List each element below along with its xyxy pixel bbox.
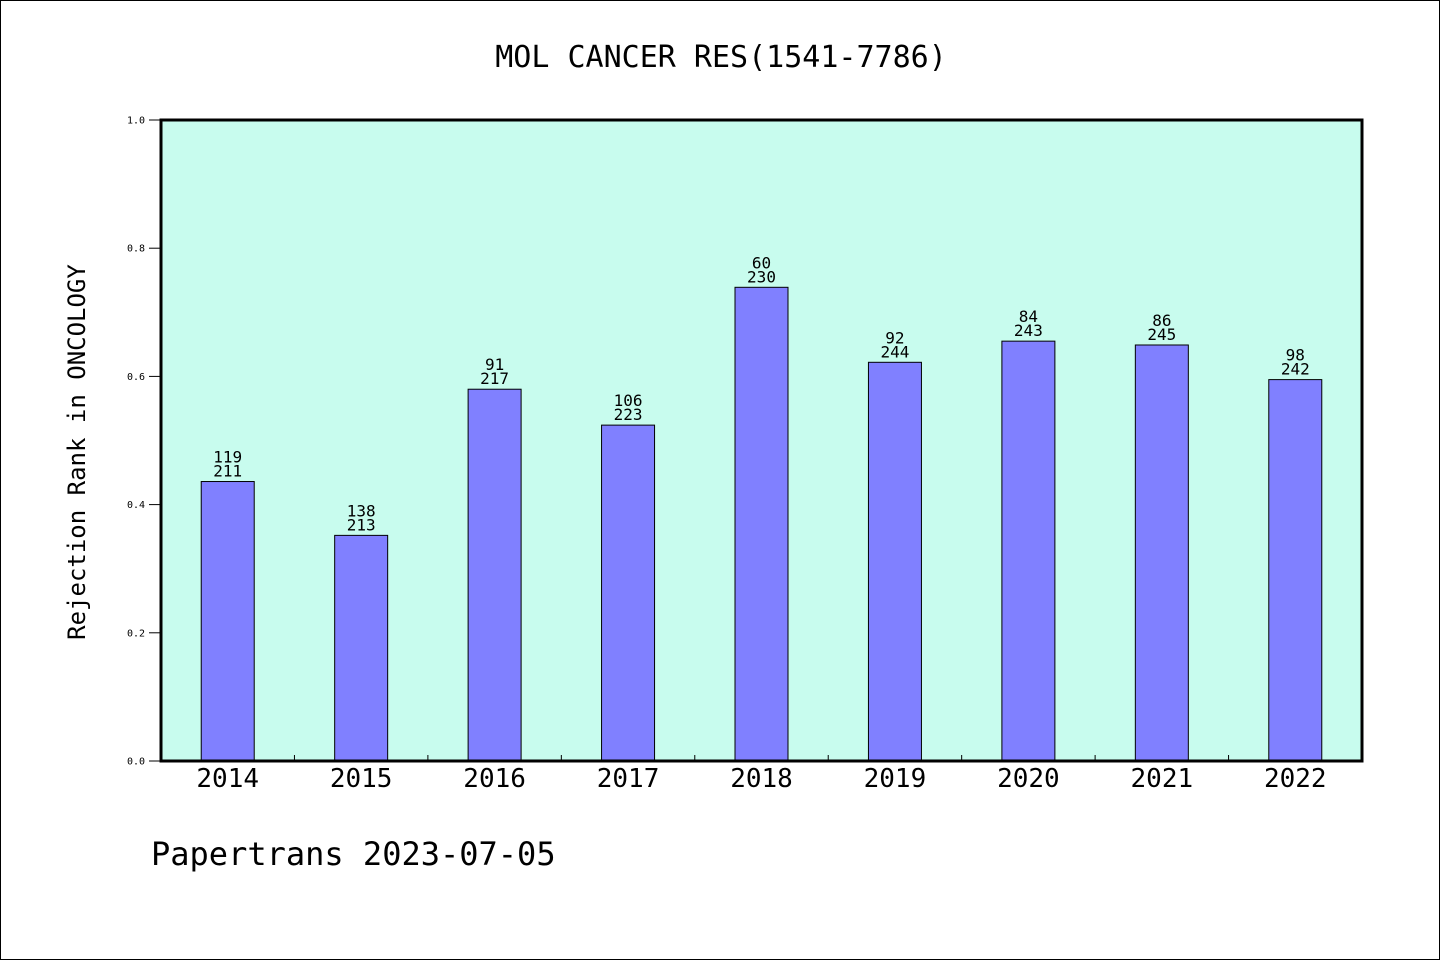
bar-2021 <box>1134 344 1189 762</box>
chart-title: MOL CANCER RES(1541-7786) <box>495 40 947 75</box>
x-tick-label: 2021 <box>1131 764 1194 794</box>
x-tick-label: 2016 <box>463 764 526 794</box>
x-tick-label: 2020 <box>997 764 1060 794</box>
bar-series <box>200 286 1323 762</box>
x-tick-label: 2017 <box>597 764 660 794</box>
rank-label: 106 <box>614 391 643 410</box>
y-axis: 0.0 0.2 0.4 0.6 0.8 1.0 <box>127 116 161 768</box>
bar-2022 <box>1268 379 1323 762</box>
total-label: 242 <box>1281 360 1310 379</box>
x-tick-label: 2015 <box>330 764 393 794</box>
x-tick-label: 2022 <box>1264 764 1327 794</box>
x-tick-label: 2018 <box>730 764 793 794</box>
total-label: 213 <box>347 515 376 534</box>
y-axis-label: Rejection Rank in ONCOLOGY <box>63 264 91 640</box>
rank-label: 86 <box>1152 311 1171 330</box>
y-tick-label: 0.2 <box>127 628 145 639</box>
rank-label: 138 <box>347 501 376 520</box>
total-label: 211 <box>213 462 242 481</box>
plot-border <box>159 118 1364 763</box>
x-axis: 2014 2015 2016 2017 2018 2019 2020 2021 2022 <box>196 755 1327 794</box>
y-tick-label: 0.6 <box>127 372 145 383</box>
bar-2015 <box>334 534 389 762</box>
rank-label: 119 <box>213 448 242 467</box>
bar-2014 <box>200 481 255 762</box>
rank-label: 84 <box>1019 307 1038 326</box>
rank-label: 98 <box>1286 346 1305 365</box>
y-tick-label: 1.0 <box>127 116 145 127</box>
bar-2017 <box>601 424 656 762</box>
footer-credit: Papertrans 2023-07-05 <box>151 835 556 873</box>
total-label: 243 <box>1014 321 1043 340</box>
bar-2019 <box>867 361 922 762</box>
total-label: 223 <box>614 405 643 424</box>
total-label: 244 <box>880 342 909 361</box>
total-label: 230 <box>747 267 776 286</box>
x-tick-label: 2014 <box>196 764 259 794</box>
rank-label: 92 <box>885 328 904 347</box>
bar-2018 <box>734 286 789 762</box>
y-tick-label: 0.0 <box>127 757 145 768</box>
bar-2020 <box>1001 340 1056 762</box>
bar-2016 <box>467 388 522 762</box>
y-tick-label: 0.4 <box>127 500 145 511</box>
rank-label: 91 <box>485 355 504 374</box>
x-tick-label: 2019 <box>864 764 927 794</box>
rank-label: 60 <box>752 253 771 272</box>
y-tick-label: 0.8 <box>127 244 145 255</box>
total-label: 245 <box>1147 325 1176 344</box>
total-label: 217 <box>480 369 509 388</box>
